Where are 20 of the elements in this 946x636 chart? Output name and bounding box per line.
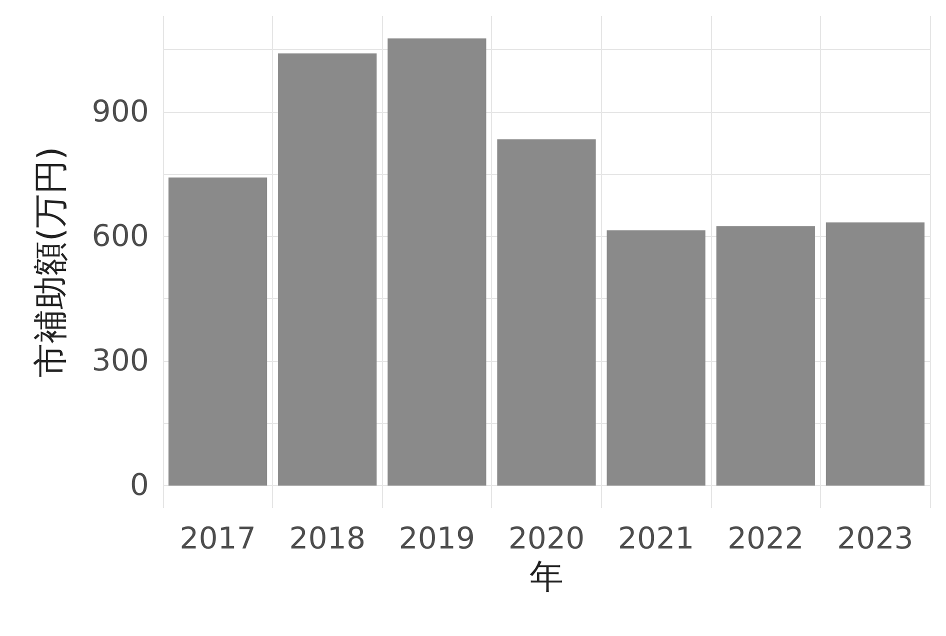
bar: [826, 222, 925, 486]
x-axis-title: 年: [530, 557, 564, 597]
y-axis-title: 市補助額(万円): [31, 146, 71, 378]
bar: [388, 38, 486, 486]
y-tick-label: 0: [130, 468, 149, 504]
y-tick-label: 900: [92, 94, 149, 130]
bar: [606, 230, 706, 486]
bar: [497, 139, 596, 486]
y-tick-label: 600: [92, 218, 149, 254]
bar: [168, 178, 268, 486]
bar: [716, 226, 815, 486]
bar: [278, 53, 377, 486]
x-tick-label: 2020: [508, 522, 585, 556]
x-tick-label: 2022: [727, 522, 804, 556]
x-tick-label: 2019: [398, 522, 476, 556]
x-tick-label: 2023: [837, 522, 914, 556]
x-tick-label: 2017: [180, 522, 256, 556]
y-tick-label: 300: [92, 344, 149, 379]
x-tick-label: 2018: [289, 522, 366, 556]
x-tick-label: 2021: [618, 522, 694, 556]
